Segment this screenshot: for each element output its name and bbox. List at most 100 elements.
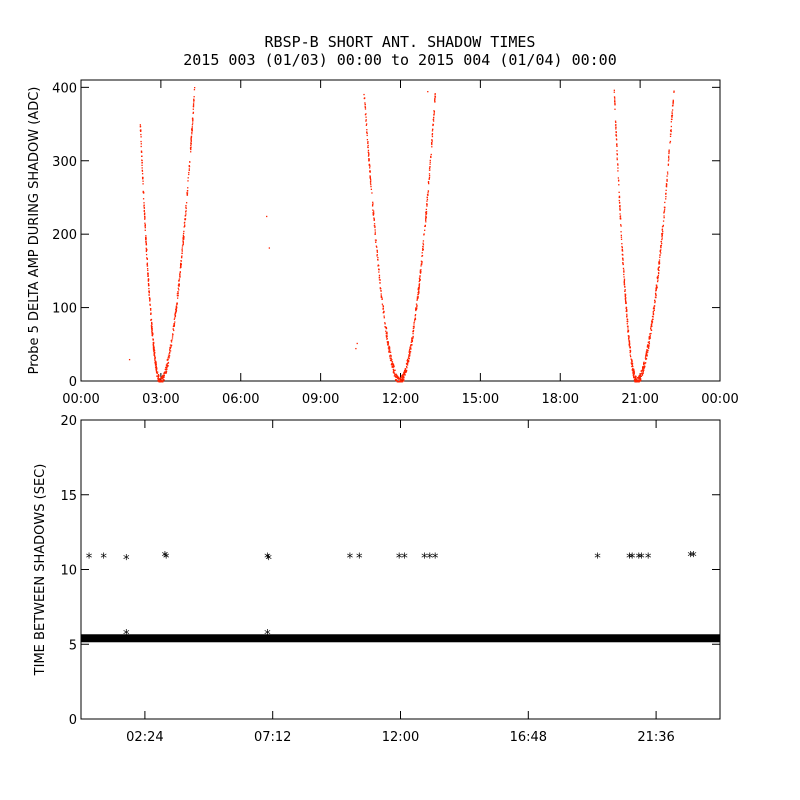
y-tick-label: 200 [52, 228, 77, 243]
top-data-point [652, 318, 654, 320]
top-data-point [659, 254, 661, 256]
top-data-point [395, 379, 397, 381]
top-data-point [410, 341, 412, 343]
top-data-point [176, 304, 178, 306]
top-data-point [162, 374, 164, 377]
top-data-point [140, 145, 142, 148]
top-data-point [151, 322, 153, 324]
top-data-point [388, 345, 390, 347]
top-data-point [355, 347, 357, 350]
bottom-data-point: * [161, 550, 169, 565]
y-axis-label: Probe 5 DELTA AMP DURING SHADOW (ADC) [27, 87, 42, 375]
top-data-point [168, 353, 170, 355]
top-data-point [191, 118, 194, 120]
top-data-point [624, 298, 627, 300]
top-data-point [415, 303, 418, 305]
top-data-point [379, 287, 382, 290]
top-data-point [657, 277, 659, 279]
top-data-point [384, 322, 386, 324]
top-data-point [629, 351, 631, 354]
top-data-point [618, 184, 620, 186]
top-data-point [673, 90, 675, 92]
top-data-point [621, 253, 624, 256]
top-data-point [184, 218, 186, 220]
top-data-point [404, 373, 406, 375]
top-data-point [624, 290, 626, 292]
top-data-point [618, 199, 620, 202]
top-data-point [401, 378, 404, 380]
top-data-point [618, 191, 620, 193]
top-data-point [403, 373, 405, 375]
top-data-point [191, 128, 193, 130]
top-data-point [649, 337, 652, 339]
top-data-point [642, 370, 644, 372]
top-data-point [648, 345, 650, 347]
top-data-point [395, 379, 397, 382]
top-data-point [177, 287, 179, 289]
top-data-point [670, 121, 672, 123]
top-data-point [383, 310, 385, 312]
top-data-point [650, 323, 653, 325]
top-data-point [176, 297, 179, 299]
top-data-point [413, 323, 415, 325]
top-data-point [188, 173, 190, 176]
top-data-point [650, 332, 652, 335]
top-data-point [368, 152, 370, 154]
top-data-point [654, 300, 656, 303]
top-data-point [633, 370, 635, 372]
top-data-point [636, 381, 639, 383]
top-data-point [661, 226, 664, 228]
top-data-point [635, 377, 637, 379]
top-data-point [376, 250, 378, 252]
top-data-point [661, 237, 663, 239]
top-data-point [416, 297, 419, 299]
top-data-point [144, 225, 146, 227]
x-tick-label: 00:00 [62, 392, 99, 407]
top-data-point [178, 278, 181, 280]
top-data-point [632, 368, 635, 371]
top-data-point [652, 307, 655, 310]
top-data-point [631, 359, 633, 361]
top-data-point [627, 321, 629, 323]
top-data-point [413, 321, 415, 324]
top-data-point [401, 380, 404, 383]
top-data-point [366, 131, 368, 133]
top-data-point [647, 341, 650, 343]
top-data-point [645, 358, 648, 360]
top-data-point [657, 267, 660, 269]
top-data-point [622, 263, 624, 265]
top-data-point [661, 234, 663, 236]
top-data-point [186, 193, 188, 195]
x-tick-label: 15:00 [462, 392, 499, 407]
top-data-point [185, 207, 187, 210]
top-data-point [413, 325, 415, 328]
top-data-point [421, 249, 424, 251]
top-data-point [367, 141, 369, 143]
top-data-point [363, 93, 365, 96]
top-data-point [415, 307, 417, 309]
top-data-point [632, 365, 634, 368]
top-data-point [621, 248, 624, 251]
top-data-point [390, 363, 393, 366]
top-data-point [668, 150, 670, 152]
top-data-point [411, 344, 413, 346]
top-data-point [171, 339, 173, 341]
top-data-point [162, 380, 164, 382]
y-tick-label: 5 [69, 638, 77, 653]
top-data-point [369, 181, 372, 183]
top-data-point [625, 307, 627, 310]
top-data-point [647, 347, 650, 349]
top-data-point [428, 169, 431, 171]
top-data-point [391, 363, 394, 365]
top-data-point [192, 120, 194, 122]
top-data-point [143, 207, 145, 209]
top-data-point [152, 347, 155, 349]
top-data-point [143, 202, 145, 204]
top-data-point [635, 376, 637, 378]
top-data-point [370, 188, 373, 190]
bottom-data-point: * [644, 552, 652, 567]
top-data-point [431, 133, 434, 135]
top-data-point [145, 242, 147, 245]
top-data-point [163, 371, 166, 374]
top-data-point [148, 284, 150, 287]
